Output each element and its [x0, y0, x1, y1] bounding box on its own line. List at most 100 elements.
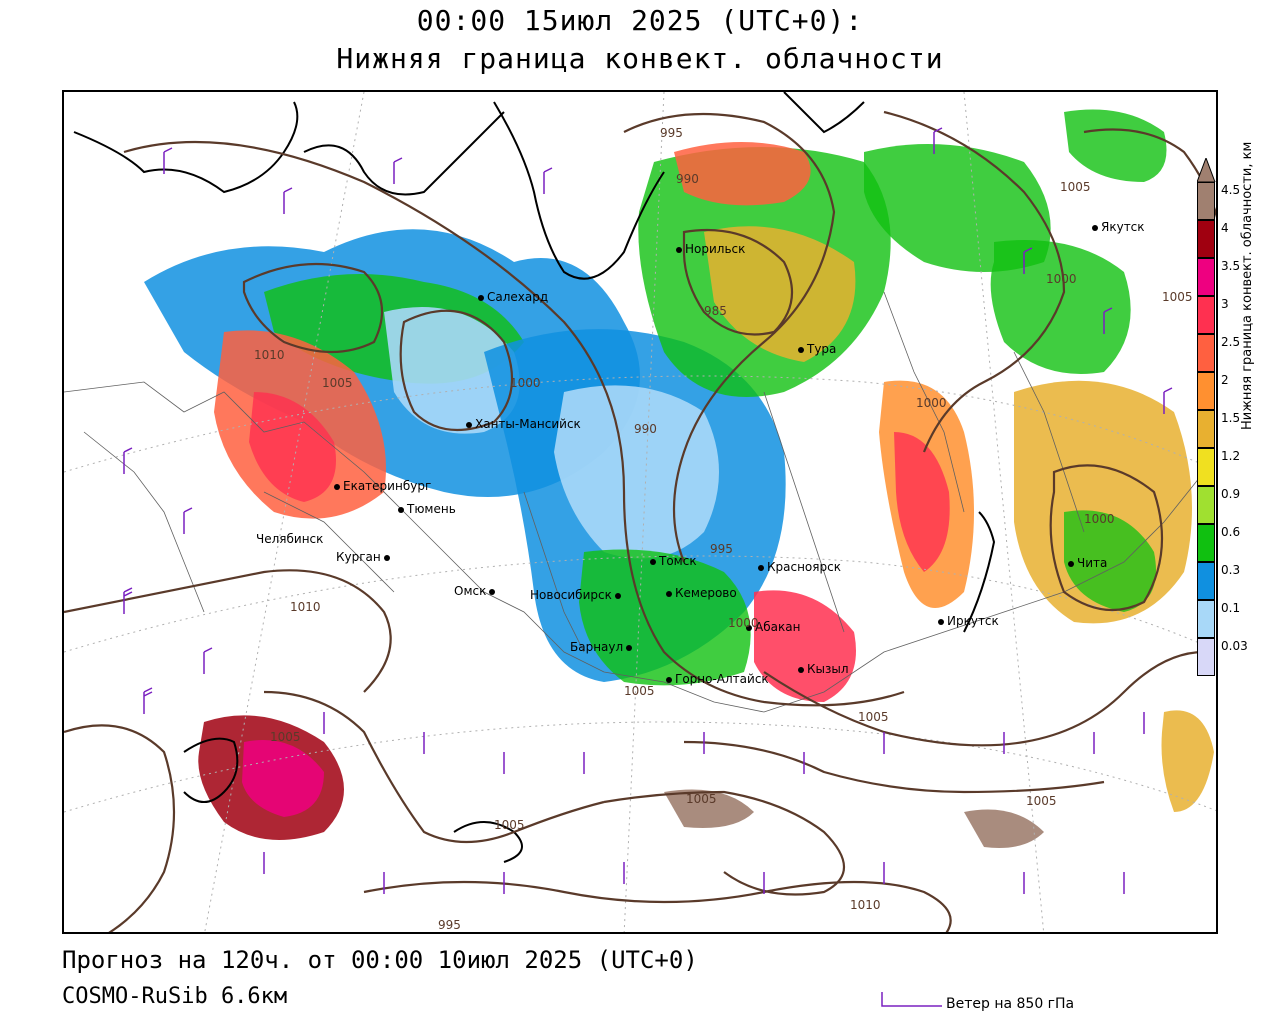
city-irkutsk: Иркутск — [938, 614, 999, 628]
city-label: Ханты-Мансийск — [475, 417, 581, 431]
city-label: Екатеринбург — [343, 479, 432, 493]
legend-swatch — [1197, 372, 1215, 410]
city-tura: Тура — [798, 342, 836, 356]
city-chelyabinsk: Челябинск — [256, 532, 323, 546]
city-label: Иркутск — [947, 614, 999, 628]
city-label: Омск — [454, 584, 487, 598]
city-tomsk: Томск — [650, 554, 697, 568]
city-dot — [650, 558, 656, 565]
forecast-info: Прогноз на 120ч. от 00:00 10июл 2025 (UT… — [62, 946, 698, 974]
city-chita: Чита — [1068, 556, 1107, 570]
city-omsk: Омск — [454, 584, 498, 598]
city-dot — [478, 294, 484, 301]
legend-swatch — [1197, 296, 1215, 334]
wind-barbs — [123, 127, 1173, 894]
isobar-label: 1000 — [510, 376, 541, 390]
admin-borders — [64, 291, 1205, 713]
isobar-label: 985 — [704, 304, 727, 318]
isobars — [64, 110, 1216, 932]
isobar-label: 1005 — [1162, 290, 1193, 304]
legend-label: 0.1 — [1221, 601, 1241, 615]
legend-label: 0.6 — [1221, 525, 1241, 539]
legend-swatch — [1197, 410, 1215, 448]
legend-swatch — [1197, 220, 1215, 258]
city-ekaterinburg: Екатеринбург — [334, 479, 431, 493]
city-dot — [626, 644, 633, 651]
legend-swatch — [1197, 524, 1215, 562]
legend-label: 2 — [1221, 373, 1229, 387]
legend-label: 0.03 — [1221, 639, 1248, 653]
city-dot — [398, 506, 404, 513]
city-label: Горно-Алтайск — [675, 672, 769, 686]
isobar-label: 1005 — [686, 792, 717, 806]
city-label: Барнаул — [570, 640, 624, 654]
coastline — [73, 92, 996, 863]
legend-swatch — [1197, 600, 1215, 638]
legend-swatch — [1197, 334, 1215, 372]
legend-swatch — [1197, 182, 1215, 220]
city-label: Салехард — [487, 290, 549, 304]
isobar-label: 1005 — [494, 818, 525, 832]
city-kemerovo: Кемерово — [666, 586, 737, 600]
city-khanty-mansiysk: Ханты-Мансийск — [466, 417, 581, 431]
isobar-label: 995 — [660, 126, 683, 140]
city-label: Новосибирск — [530, 588, 612, 602]
city-label: Кызыл — [807, 662, 849, 676]
isobar-label: 1005 — [270, 730, 301, 744]
city-label: Тюмень — [407, 502, 456, 516]
map-subtitle: Нижняя граница конвект. облачности — [336, 42, 944, 75]
city-dot — [466, 421, 472, 428]
isobar-label: 1005 — [858, 710, 889, 724]
isobar-label: 995 — [438, 918, 461, 932]
forecast-map: Якутск Норильск Салехард Тура Ханты-Манс… — [62, 90, 1218, 934]
map-title: 00:00 15июл 2025 (UTC+0): — [416, 4, 864, 37]
city-dot — [383, 554, 390, 561]
city-dot — [676, 246, 682, 253]
city-yakutsk: Якутск — [1092, 220, 1145, 234]
legend-label: 0.3 — [1221, 563, 1241, 577]
isobar-label: 1005 — [624, 684, 655, 698]
wind-barb-icon — [881, 992, 942, 1007]
legend-label: 1.2 — [1221, 449, 1241, 463]
isobar-label: 1005 — [322, 376, 353, 390]
city-label: Курган — [336, 550, 381, 564]
city-krasnoyarsk: Красноярск — [758, 560, 841, 574]
isobar-label: 1000 — [1046, 272, 1077, 286]
isobar-label: 1000 — [1084, 512, 1115, 526]
city-dot — [746, 624, 752, 631]
city-abakan: Абакан — [746, 620, 800, 634]
cloud-field — [144, 109, 1214, 848]
city-salekhard: Салехард — [478, 290, 548, 304]
legend-swatch — [1197, 638, 1215, 676]
city-label: Челябинск — [256, 532, 324, 546]
legend-label: 1.5 — [1221, 411, 1241, 425]
graticule — [64, 92, 1216, 932]
isobar-label: 995 — [710, 542, 733, 556]
isobar-label: 990 — [676, 172, 699, 186]
model-name: COSMO-RuSib 6.6км — [62, 984, 288, 1009]
isobar-label: 1010 — [290, 600, 321, 614]
isobar-label: 990 — [634, 422, 657, 436]
city-dot — [1092, 224, 1098, 231]
map-canvas — [64, 92, 1216, 932]
city-label: Абакан — [755, 620, 801, 634]
city-dot — [666, 590, 672, 597]
city-kyzyl: Кызыл — [798, 662, 849, 676]
city-dot — [489, 588, 496, 595]
isobar-label: 1010 — [850, 898, 881, 912]
legend-label: 4 — [1221, 221, 1229, 235]
city-dot — [614, 592, 621, 599]
city-barnaul: Барнаул — [570, 640, 635, 654]
city-label: Чита — [1077, 556, 1108, 570]
legend-swatch — [1197, 258, 1215, 296]
city-norilsk: Норильск — [676, 242, 745, 256]
city-label: Якутск — [1101, 220, 1145, 234]
city-dot — [1068, 560, 1074, 567]
wind-legend-label: Ветер на 850 гПа — [946, 996, 1075, 1012]
legend-title: Нижняя граница конвект. облачности, км — [1240, 141, 1255, 430]
city-dot — [666, 676, 672, 683]
legend-swatch — [1197, 448, 1215, 486]
city-dot — [798, 346, 804, 353]
city-dot — [798, 666, 804, 673]
city-dot — [758, 564, 764, 571]
